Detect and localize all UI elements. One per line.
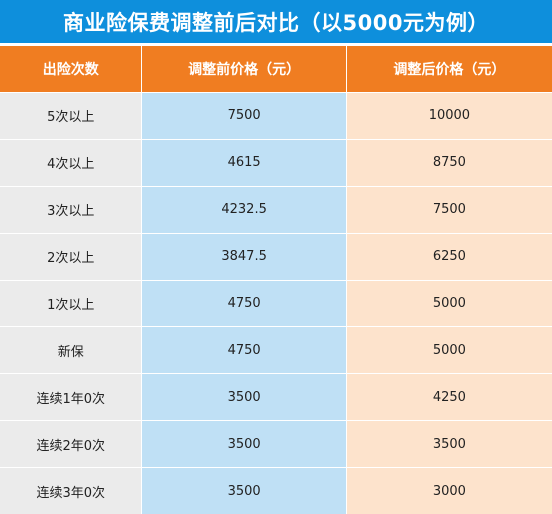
- cell-price-after: 3500: [345, 421, 552, 468]
- cell-claims-count: 5次以上: [0, 93, 142, 139]
- cell-price-before: 4232.5: [141, 186, 346, 233]
- table-row: 新保 4750 5000: [0, 326, 552, 374]
- table-row: 连续2年0次 3500 3500: [0, 420, 552, 468]
- cell-price-after: 4250: [345, 374, 552, 421]
- cell-price-before: 3500: [141, 421, 346, 468]
- cell-price-after: 3000: [345, 468, 552, 514]
- table-row: 1次以上 4750 5000: [0, 279, 552, 327]
- table-row: 5次以上 7500 10000: [0, 92, 552, 139]
- cell-claims-count: 连续1年0次: [0, 374, 142, 421]
- header-claims-count: 出险次数: [42, 62, 99, 78]
- cell-claims-count: 3次以上: [0, 186, 142, 233]
- cell-price-before: 3500: [141, 374, 346, 421]
- header-price-before: 调整前价格（元）: [141, 46, 345, 92]
- cell-claims-count: 新保: [0, 327, 142, 374]
- table-header: 出险次数 调整前价格（元） 调整后价格（元）: [0, 43, 552, 92]
- cell-price-after: 7500: [345, 186, 552, 233]
- cell-claims-count: 连续2年0次: [0, 421, 142, 468]
- cell-price-before: 3500: [141, 468, 346, 514]
- header-price-after: 调整后价格（元）: [345, 46, 552, 92]
- cell-price-after: 6250: [345, 233, 552, 280]
- table-row: 4次以上 4615 8750: [0, 138, 552, 186]
- cell-claims-count: 4次以上: [0, 139, 142, 186]
- cell-claims-count: 2次以上: [0, 233, 142, 280]
- table-row: 2次以上 3847.5 6250: [0, 232, 552, 280]
- cell-price-after: 8750: [345, 139, 552, 186]
- cell-price-after: 10000: [345, 93, 552, 139]
- table-row: 连续3年0次 3500 3000: [0, 467, 552, 514]
- cell-claims-count: 连续3年0次: [0, 468, 142, 514]
- table-row: 3次以上 4232.5 7500: [0, 185, 552, 233]
- cell-claims-count: 1次以上: [0, 280, 142, 327]
- cell-price-before: 4750: [141, 327, 346, 374]
- cell-price-before: 3847.5: [141, 233, 346, 280]
- cell-price-after: 5000: [345, 280, 552, 327]
- page-title: 商业险保费调整前后对比（以5000元为例）: [0, 0, 552, 43]
- comparison-table: 出险次数 调整前价格（元） 调整后价格（元） 5次以上 7500 10000 4…: [0, 43, 552, 514]
- cell-price-before: 4750: [141, 280, 346, 327]
- cell-price-after: 5000: [345, 327, 552, 374]
- cell-price-before: 7500: [141, 93, 346, 139]
- cell-price-before: 4615: [141, 139, 346, 186]
- table-row: 连续1年0次 3500 4250: [0, 373, 552, 421]
